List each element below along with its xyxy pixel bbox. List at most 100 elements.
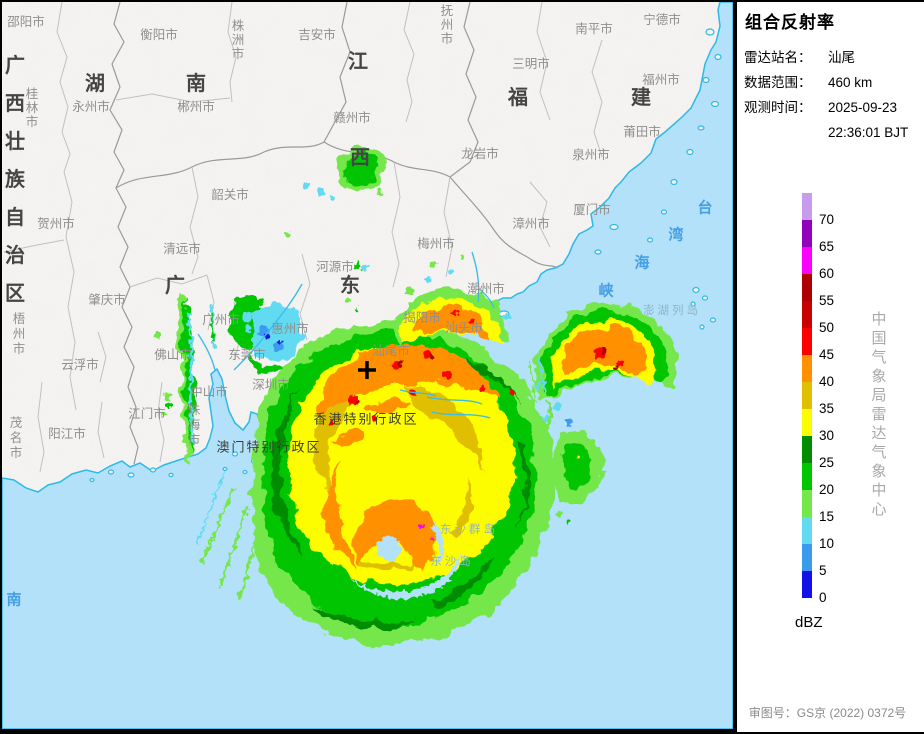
radar-map: 邵阳市 衡阳市 吉安市 南平市 宁德市 三明市 福州市 赣州市 永州市 郴州市 莆田市 泉州市 龙岩市韶… — [2, 2, 733, 729]
rivers — [197, 251, 495, 419]
map-label: 建 — [631, 85, 651, 109]
color-scale-tick: 60 — [819, 266, 835, 281]
range-value: 460 km — [828, 75, 873, 90]
color-scale-tick: 55 — [819, 293, 835, 308]
map-label: 吉安市 — [298, 27, 336, 42]
color-scale-segment — [802, 355, 812, 382]
color-scale-segment — [802, 220, 812, 247]
map-label: 郴州市 — [177, 99, 215, 114]
map-label: 衡阳市 — [140, 27, 178, 42]
typhoon-eye — [348, 522, 460, 599]
echo-details — [154, 183, 624, 600]
color-scale-tick: 30 — [819, 428, 835, 443]
map-label: 广州市 — [202, 312, 240, 327]
station-cross-icon — [358, 361, 376, 379]
map-label: 泉州市 — [572, 147, 610, 162]
agency-watermark: 中国气象局雷达气象中心 — [871, 311, 887, 518]
station-label: 雷达站名： — [744, 50, 812, 65]
map-label: 宁德市 — [643, 12, 681, 27]
map-label: 汕头市 — [445, 320, 483, 335]
map-label: 梧州市 — [13, 311, 26, 356]
color-scale-segment — [802, 463, 812, 490]
city-boundaries — [3, 2, 603, 473]
map-label: 深圳市 — [252, 377, 290, 392]
station-value: 汕尾 — [828, 50, 855, 65]
time-row-2: 22:36:01 BJT — [737, 120, 924, 145]
map-label: 湾 — [668, 226, 683, 244]
map-label: 西 — [350, 147, 370, 169]
color-scale-segment — [802, 571, 812, 598]
map-label: 澳门特别行政区 — [216, 440, 321, 455]
map-label: 贺州市 — [37, 216, 75, 231]
time-row: 观测时间： 2025-09-23 — [737, 95, 924, 120]
color-scale-tick: 5 — [819, 563, 827, 578]
map-label: 茂名市 — [10, 416, 23, 460]
color-scale-tick: 35 — [819, 401, 835, 416]
color-scale-tick: 20 — [819, 482, 835, 497]
map-label: 厦门市 — [573, 202, 611, 217]
product-info: 组合反射率 雷达站名： 汕尾 数据范围： 460 km 观测时间： 2025-09-2… — [737, 8, 924, 145]
map-label: 潮州市 — [467, 281, 505, 296]
map-label: 东 — [340, 273, 360, 297]
station-row: 雷达站名： 汕尾 — [737, 45, 924, 70]
map-label: 江 — [348, 50, 368, 73]
unit-label: dBZ — [795, 614, 823, 631]
color-scale-segment — [802, 544, 812, 571]
color-scale-segment — [802, 193, 812, 220]
map-label: 汕尾市 — [372, 343, 410, 358]
radar-station-mark — [358, 361, 376, 379]
color-scale-tick: 0 — [819, 590, 827, 605]
province-boundaries — [109, 2, 559, 465]
map-label: 桂林市 — [26, 86, 39, 129]
color-scale-tick: 45 — [819, 347, 835, 362]
color-scale-tick: 70 — [819, 212, 835, 227]
range-row: 数据范围： 460 km — [737, 70, 924, 95]
radar-echo-layer — [154, 147, 676, 646]
color-scale-tick: 25 — [819, 455, 835, 470]
color-scale-tick: 50 — [819, 320, 835, 335]
map-label: 东沙群岛 — [440, 522, 498, 536]
color-scale-segment — [802, 328, 812, 355]
color-scale-tick: 40 — [819, 374, 835, 389]
map-approval-number: 审图号：GS京 (2022) 0372号 — [748, 706, 907, 720]
map-label: 湖 — [85, 72, 105, 95]
map-label: 台 — [697, 199, 712, 217]
map-label: 莆田市 — [623, 124, 661, 139]
color-scale-segment — [802, 247, 812, 274]
color-scale-segment — [802, 301, 812, 328]
map-label: 赣州市 — [333, 110, 371, 125]
map-label: 福 — [507, 86, 528, 109]
product-title: 组合反射率 — [745, 13, 835, 32]
map-label: 河源市 — [316, 259, 354, 274]
map-label: 峡 — [598, 282, 614, 300]
color-scale-segment — [802, 490, 812, 517]
color-scale-bar — [802, 193, 812, 598]
map-label: 珠海市 — [188, 403, 201, 447]
map-label: 阳江市 — [48, 426, 86, 441]
map-label: 梅州市 — [417, 236, 455, 251]
map-label: 佛山市 — [154, 347, 192, 362]
map-label: 江门市 — [128, 406, 166, 421]
range-label: 数据范围： — [744, 75, 812, 90]
map-label: 海 — [634, 254, 649, 272]
time-clock: 22:36:01 BJT — [828, 125, 909, 140]
color-scale-tick: 10 — [819, 536, 835, 551]
color-scale-tick: 65 — [819, 239, 835, 254]
islands — [89, 28, 722, 483]
map-label: 韶关市 — [211, 187, 249, 202]
map-label: 中山市 — [190, 384, 228, 399]
map-label: 云浮市 — [61, 357, 99, 372]
map-label: 东沙岛 — [430, 554, 474, 568]
map-label: 南 — [186, 72, 206, 95]
map-label: 漳州市 — [512, 216, 550, 231]
time-date: 2025-09-23 — [828, 100, 898, 115]
map-label: 揭阳市 — [403, 310, 441, 325]
color-scale-segment — [802, 436, 812, 463]
map-label: 龙岩市 — [461, 146, 499, 161]
time-label: 观测时间： — [744, 100, 812, 115]
map-label: 邵阳市 — [7, 14, 45, 29]
map-label: 澎湖列岛 — [643, 303, 701, 317]
